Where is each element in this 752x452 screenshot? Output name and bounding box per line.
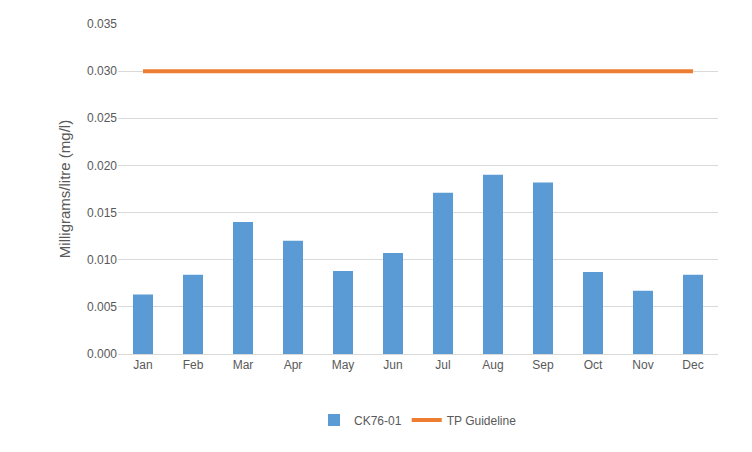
- svg-text:0.000: 0.000: [87, 347, 117, 361]
- svg-text:Jul: Jul: [435, 358, 450, 372]
- svg-text:0.005: 0.005: [87, 300, 117, 314]
- svg-text:Sep: Sep: [532, 358, 554, 372]
- svg-text:Apr: Apr: [284, 358, 303, 372]
- svg-text:Nov: Nov: [632, 358, 653, 372]
- svg-text:0.035: 0.035: [87, 17, 117, 31]
- svg-text:0.020: 0.020: [87, 159, 117, 173]
- svg-text:Oct: Oct: [584, 358, 603, 372]
- svg-text:Dec: Dec: [682, 358, 703, 372]
- svg-text:0.015: 0.015: [87, 206, 117, 220]
- svg-text:0.010: 0.010: [87, 253, 117, 267]
- svg-text:Mar: Mar: [233, 358, 254, 372]
- svg-text:Feb: Feb: [183, 358, 204, 372]
- svg-text:Aug: Aug: [482, 358, 503, 372]
- svg-text:0.025: 0.025: [87, 111, 117, 125]
- svg-text:Milligrams/litre (mg/l): Milligrams/litre (mg/l): [56, 120, 73, 258]
- svg-text:Jan: Jan: [133, 358, 152, 372]
- svg-text:CK76-01: CK76-01: [354, 414, 402, 428]
- svg-text:Jun: Jun: [383, 358, 402, 372]
- svg-text:May: May: [332, 358, 355, 372]
- svg-text:0.030: 0.030: [87, 64, 117, 78]
- svg-text:TP Guideline: TP Guideline: [447, 414, 516, 428]
